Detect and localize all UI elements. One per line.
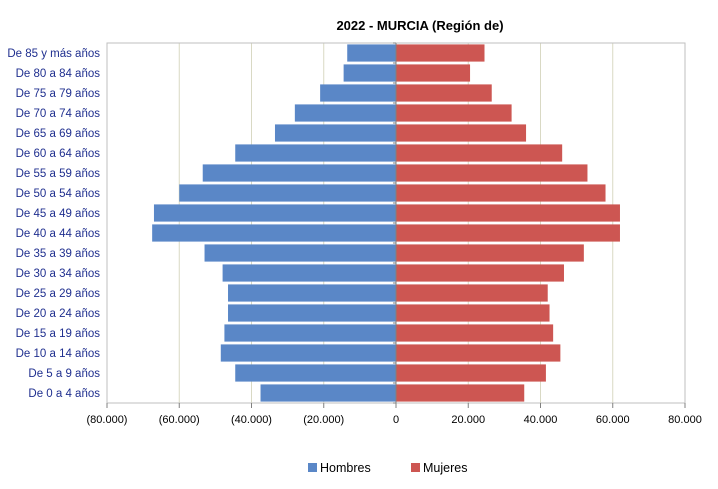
bar-mujeres [396, 104, 512, 122]
category-label: De 25 a 29 años [16, 288, 101, 300]
legend-label-mujeres: Mujeres [423, 461, 467, 475]
bar-hombres [179, 184, 396, 202]
x-tick-label: 80.000 [668, 414, 702, 426]
category-label: De 45 a 49 años [16, 208, 101, 220]
legend-label-hombres: Hombres [320, 461, 371, 475]
x-tick-label: 20.000 [451, 414, 485, 426]
legend: Hombres Mujeres [308, 461, 467, 475]
bar-hombres [220, 344, 396, 362]
category-labels: De 0 a 4 años De 5 a 9 años De 10 a 14 año… [7, 48, 100, 400]
bar-hombres [235, 144, 396, 162]
bar-hombres [224, 324, 396, 342]
category-label: De 85 y más años [7, 48, 100, 60]
bar-hombres [222, 264, 396, 282]
bar-mujeres [396, 124, 527, 142]
category-label: De 80 a 84 años [16, 68, 101, 80]
x-tick-label: (60.000) [159, 414, 200, 426]
x-tick-labels: (80.000) (60.000) (40.000) (20.000) 0 20.000 4… [87, 414, 702, 426]
bar-mujeres [396, 384, 525, 402]
grid-lines [106, 43, 686, 403]
x-tick-label: 40.000 [524, 414, 558, 426]
bar-hombres [204, 244, 396, 262]
bar-hombres [260, 384, 396, 402]
category-label: De 20 a 24 años [16, 308, 101, 320]
bar-mujeres [396, 184, 606, 202]
bar-hombres [347, 44, 396, 62]
legend-swatch-mujeres [411, 463, 420, 472]
bar-mujeres [396, 264, 564, 282]
bar-mujeres [396, 244, 584, 262]
category-label: De 60 a 64 años [16, 148, 101, 160]
bar-mujeres [396, 84, 492, 102]
x-tick-label: 0 [393, 414, 399, 426]
bar-mujeres [396, 304, 550, 322]
bar-mujeres [396, 204, 620, 222]
legend-swatch-hombres [308, 463, 317, 472]
bar-hombres [202, 164, 396, 182]
category-label: De 30 a 34 años [16, 268, 101, 280]
bar-mujeres [396, 224, 620, 242]
category-label: De 0 a 4 años [28, 388, 100, 400]
bar-mujeres [396, 344, 561, 362]
category-label: De 40 a 44 años [16, 228, 101, 240]
axes [106, 42, 686, 408]
bar-hombres [320, 84, 396, 102]
bar-hombres [343, 64, 396, 82]
bar-hombres [228, 284, 396, 302]
x-tick-label: 60.000 [596, 414, 630, 426]
bar-mujeres [396, 44, 485, 62]
bar-hombres [152, 224, 396, 242]
x-tick-label: (20.000) [303, 414, 344, 426]
bar-hombres [235, 364, 396, 382]
x-tick-label: (40.000) [231, 414, 272, 426]
bar-hombres [153, 204, 396, 222]
bars [152, 44, 620, 402]
chart-title: 2022 - MURCIA (Región de) [336, 18, 503, 33]
category-label: De 70 a 74 años [16, 108, 101, 120]
category-label: De 65 a 69 años [16, 128, 101, 140]
category-label: De 50 a 54 años [16, 188, 101, 200]
bar-mujeres [396, 364, 546, 382]
bar-mujeres [396, 164, 588, 182]
category-label: De 35 a 39 años [16, 248, 101, 260]
bar-mujeres [396, 324, 554, 342]
category-label: De 10 a 14 años [16, 348, 101, 360]
bar-hombres [294, 104, 396, 122]
category-label: De 15 a 19 años [16, 328, 101, 340]
x-tick-label: (80.000) [87, 414, 128, 426]
bar-mujeres [396, 144, 563, 162]
category-label: De 55 a 59 años [16, 168, 101, 180]
bar-mujeres [396, 64, 471, 82]
bar-hombres [274, 124, 396, 142]
bar-hombres [228, 304, 396, 322]
category-label: De 5 a 9 años [28, 368, 100, 380]
category-label: De 75 a 79 años [16, 88, 101, 100]
bar-mujeres [396, 284, 548, 302]
